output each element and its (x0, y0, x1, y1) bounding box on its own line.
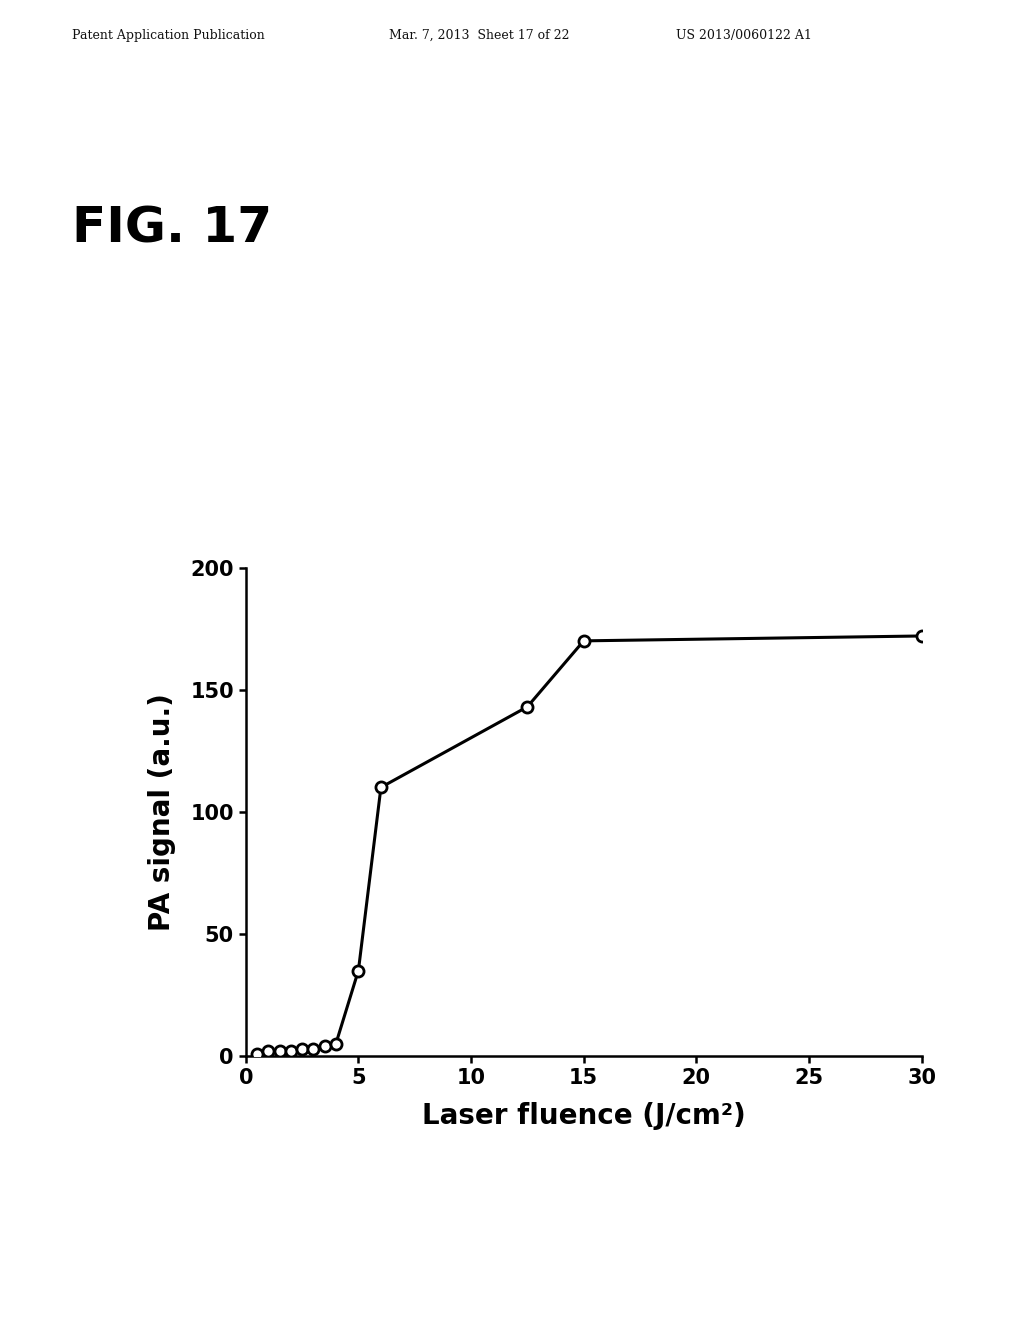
X-axis label: Laser fluence (J/cm²): Laser fluence (J/cm²) (422, 1102, 745, 1130)
Text: US 2013/0060122 A1: US 2013/0060122 A1 (676, 29, 812, 42)
Y-axis label: PA signal (a.u.): PA signal (a.u.) (148, 693, 176, 931)
Text: FIG. 17: FIG. 17 (72, 205, 271, 252)
Text: Mar. 7, 2013  Sheet 17 of 22: Mar. 7, 2013 Sheet 17 of 22 (389, 29, 569, 42)
Text: Patent Application Publication: Patent Application Publication (72, 29, 264, 42)
